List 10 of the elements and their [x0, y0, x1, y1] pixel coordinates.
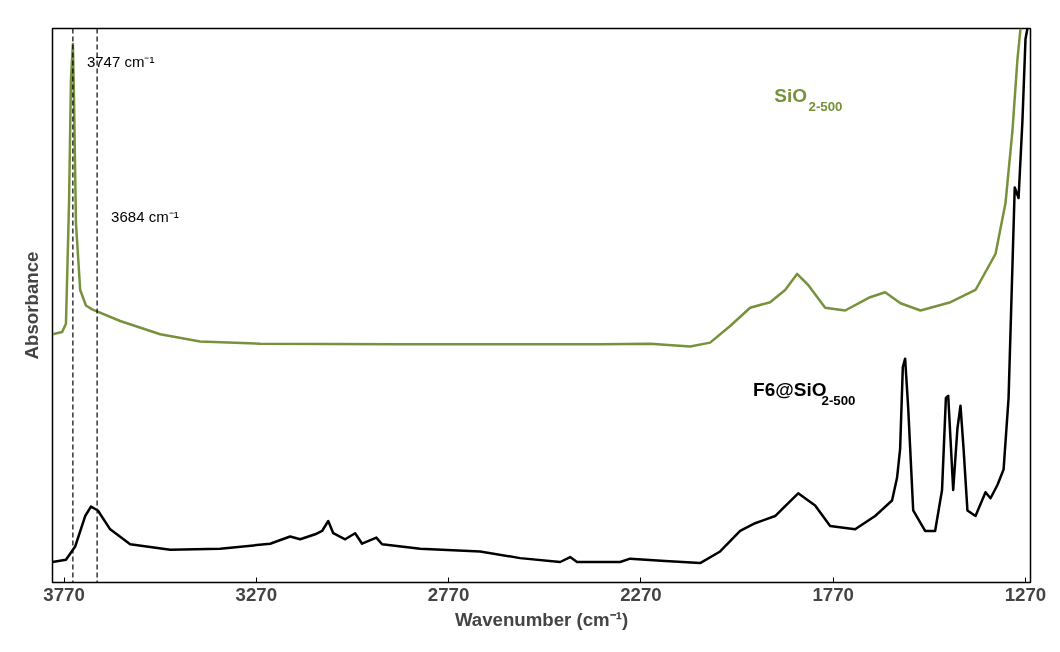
x-tick-label: 3770: [43, 583, 85, 605]
y-axis-title: Absorbance: [20, 251, 42, 360]
x-tick-label: 2770: [427, 583, 470, 605]
ref-line-label: 3747 cm⁻¹: [86, 53, 155, 71]
x-tick-label: 1770: [812, 583, 854, 605]
x-tick-label: 2270: [620, 583, 662, 605]
ref-line-label: 3684 cm⁻¹: [111, 208, 179, 226]
x-tick-label: 3270: [235, 583, 278, 605]
x-axis-title: Wavenumber (cm⁻¹): [454, 608, 629, 630]
x-tick-label: 1270: [1004, 583, 1047, 605]
